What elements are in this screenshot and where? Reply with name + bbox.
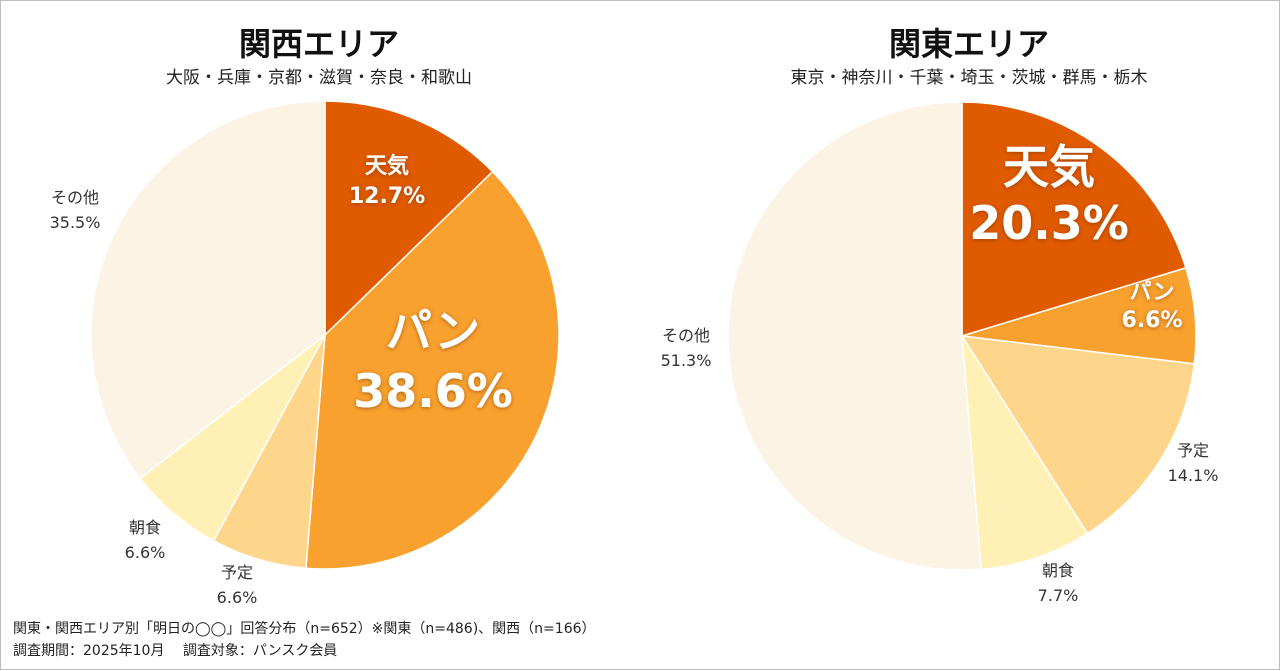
kanto-label-bread-name: パン [1129, 280, 1174, 305]
kanto-label-weather-name: 天気 [1003, 140, 1095, 194]
kanto-label-breakfast-name: 朝食 [1042, 561, 1074, 580]
kanto-slice-other [727, 101, 982, 571]
kanto-label-bread-value: 6.6% [1121, 308, 1182, 333]
kanto-label-other-name: その他 [662, 326, 710, 345]
kansai-label-bread-value: 38.6% [353, 364, 513, 418]
kansai-label-weather-name: 天気 [365, 153, 409, 179]
kansai-label-plans-name: 予定 [221, 563, 253, 582]
kansai-label-plans-value: 6.6% [217, 588, 258, 607]
kanto-label-other-value: 51.3% [661, 351, 712, 370]
kanto-label-plans-name: 予定 [1177, 441, 1209, 460]
kansai-label-breakfast-value: 6.6% [125, 543, 166, 562]
kanto-chart-title: 関東エリア [888, 25, 1049, 63]
kansai-chart-subtitle: 大阪・兵庫・京都・滋賀・奈良・和歌山 [166, 68, 472, 88]
kansai-label-other-value: 35.5% [50, 213, 101, 232]
kanto-slice-weather [961, 101, 1187, 338]
kansai-label-bread-name: パン [386, 304, 480, 358]
kansai-slice-weather [324, 100, 494, 337]
kansai-label-other-name: その他 [51, 188, 99, 207]
kanto-label-plans-value: 14.1% [1168, 466, 1219, 485]
kansai-slice-bread [305, 170, 560, 570]
kansai-label-breakfast-name: 朝食 [129, 518, 161, 537]
kanto-slice-breakfast [961, 335, 1089, 571]
kansai-chart-title: 関西エリア [238, 25, 399, 63]
kansai-label-weather-value: 12.7% [349, 184, 425, 209]
footer-survey-info: 調査期間：2025年10月 調査対象：パンスク会員 [13, 643, 338, 659]
kanto-chart-subtitle: 東京・神奈川・千葉・埼玉・茨城・群馬・栃木 [790, 68, 1148, 88]
kanto-label-breakfast-value: 7.7% [1038, 586, 1079, 605]
kanto-label-weather-value: 20.3% [969, 196, 1129, 250]
footer-note: 関東・関西エリア別「明日の◯◯」回答分布（n=652）※関東（n=486)、関西… [13, 621, 596, 637]
kansai-slice-other [90, 100, 326, 480]
kanto-slice-plans [960, 335, 1196, 535]
